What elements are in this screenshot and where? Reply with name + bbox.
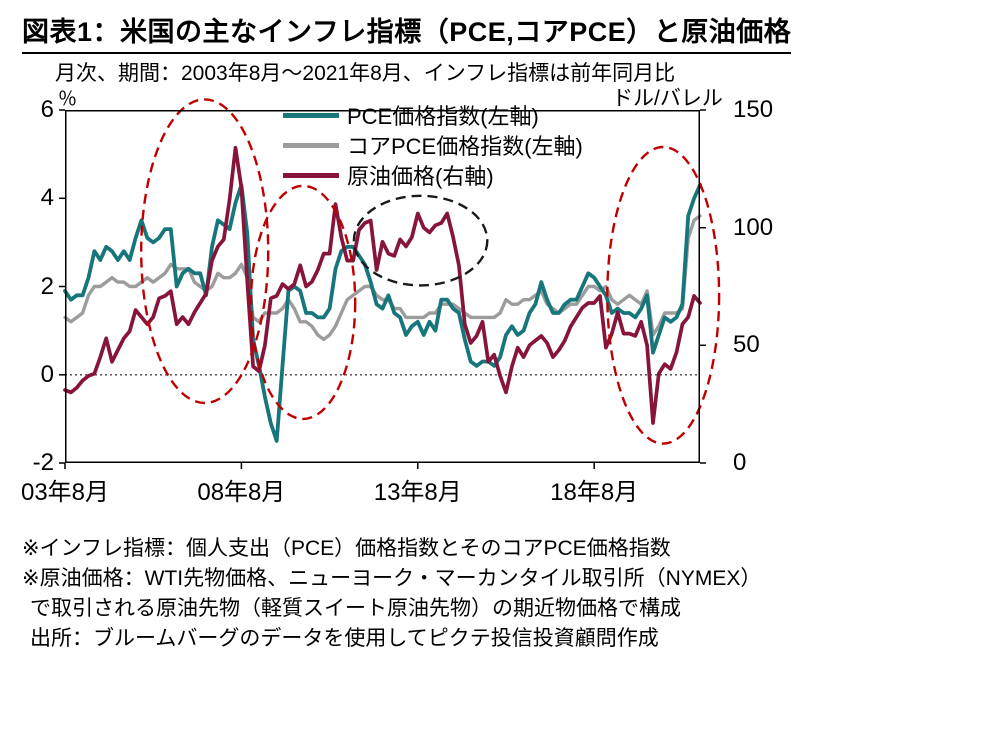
- footnote-line: ※原油価格：WTI先物価格、ニューヨーク・マーカンタイル取引所（NYMEX）: [22, 567, 762, 590]
- legend-item: コアPCE価格指数(左軸): [283, 130, 583, 160]
- annotation-ellipse: [606, 145, 721, 445]
- xtick-label: 13年8月: [373, 479, 462, 506]
- chart-subtitle: 月次、期間：2003年8月～2021年8月、インフレ指標は前年同月比: [55, 62, 676, 85]
- right-axis-unit-label: ドル/バレル: [612, 87, 723, 110]
- ytick-right-label: 50: [733, 331, 760, 359]
- legend-line-swatch: [283, 112, 339, 118]
- footnotes: ※インフレ指標：個人支出（PCE）価格指数とそのコアPCE価格指数 ※原油価格：W…: [22, 534, 761, 654]
- legend-label: PCE価格指数(左軸): [347, 104, 539, 129]
- annotation-ellipse: [139, 98, 270, 405]
- series-line: [63, 145, 702, 425]
- chart-title: 図表1：米国の主なインフレ指標（PCE,コアPCE）と原油価格: [22, 10, 792, 54]
- annotation-ellipse: [352, 194, 489, 287]
- xtick-label: 18年8月: [550, 479, 639, 506]
- xtick-label: 03年8月: [20, 479, 110, 506]
- legend-item: 原油価格(右軸): [283, 160, 583, 190]
- legend-item: PCE価格指数(左軸): [283, 100, 583, 130]
- ytick-right-label: 0: [733, 449, 747, 476]
- legend: PCE価格指数(左軸) コアPCE価格指数(左軸) 原油価格(右軸): [283, 100, 583, 190]
- legend-label: コアPCE価格指数(左軸): [347, 134, 583, 159]
- ytick-left-label: 4: [40, 184, 54, 212]
- ytick-right-label: 100: [733, 213, 774, 241]
- left-axis-unit-label: ％: [58, 89, 78, 110]
- ytick-left-label: -2: [32, 449, 54, 476]
- legend-line-swatch: [283, 172, 339, 178]
- series-line: [63, 214, 702, 342]
- ytick-right-label: 150: [733, 96, 774, 123]
- legend-label: 原油価格(右軸): [347, 164, 494, 189]
- xtick-label: 08年8月: [197, 479, 286, 506]
- footnote-line: 出所：ブルームバーグのデータを使用してピクテ投信投資顧問作成: [30, 627, 659, 650]
- ytick-left-label: 2: [40, 272, 54, 300]
- series-line: [63, 183, 702, 443]
- plot-area: [59, 98, 721, 469]
- footnote-line: ※インフレ指標：個人支出（PCE）価格指数とそのコアPCE価格指数: [22, 537, 671, 560]
- ytick-left-label: 0: [40, 360, 54, 388]
- footnote-line: で取引される原油先物（軽質スイート原油先物）の期近物価格で構成: [30, 597, 681, 620]
- annotation-ellipse: [249, 184, 357, 421]
- ytick-left-label: 6: [40, 96, 54, 123]
- legend-line-swatch: [283, 142, 339, 148]
